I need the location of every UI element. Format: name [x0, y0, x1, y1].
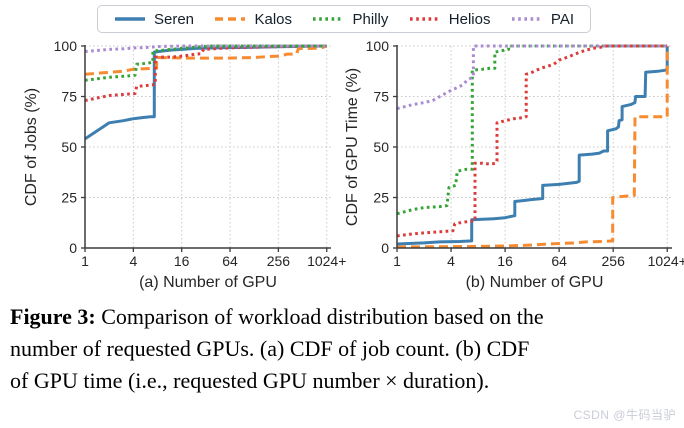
gpu-time-cdf-chart: 1 4 16 64 256 1024+ 0 25 50 75 100 CDF of GPU Time …	[344, 38, 684, 291]
y-tick-label: 25	[61, 190, 77, 206]
series-line-kalos	[396, 46, 669, 249]
y-tick-label: 0	[69, 240, 77, 256]
x-tick-label: 4	[129, 253, 137, 269]
legend-label: Philly	[352, 10, 389, 28]
legend-item-kalos: Kalos	[214, 12, 292, 27]
series-line-kalos	[84, 44, 328, 76]
series-line-helios	[396, 44, 668, 238]
y-tick-label: 75	[373, 89, 389, 105]
y-axis-label: CDF of Jobs (%)	[23, 88, 40, 206]
x-tick-label: 1024+	[307, 253, 346, 269]
legend-item-seren: Seren	[114, 12, 194, 27]
legend-item-pai: PAI	[511, 12, 574, 27]
caption-line-3: of GPU time (i.e., requested GPU number …	[10, 368, 490, 393]
legend-label: Seren	[154, 10, 195, 28]
legend-item-helios: Helios	[409, 10, 491, 28]
legend-label: Helios	[448, 10, 491, 28]
x-tick-label: 1	[81, 253, 89, 269]
x-tick-label: 64	[222, 253, 238, 269]
caption-figure-label: Figure 3:	[10, 304, 96, 329]
y-tick-label: 100	[366, 38, 390, 54]
x-tick-label: 256	[602, 253, 626, 269]
legend-label: Kalos	[254, 10, 293, 28]
figure-caption: Figure 3: Comparison of workload distrib…	[10, 301, 678, 397]
y-tick-label: 0	[381, 240, 389, 256]
y-tick-label: 75	[61, 89, 77, 105]
y-tick-label: 25	[373, 190, 389, 206]
x-axis-label: (b) Number of GPU	[466, 274, 604, 291]
x-tick-label: 16	[174, 253, 190, 269]
series-line-philly	[84, 44, 327, 82]
watermark: CSDN @牛码当驴	[573, 408, 676, 422]
x-tick-label: 4	[447, 253, 455, 269]
caption-line-1: Figure 3: Comparison of workload distrib…	[10, 301, 678, 333]
caption-text: Comparison of workload distribution base…	[95, 304, 544, 329]
x-tick-label: 64	[551, 253, 567, 269]
series-line-pai	[396, 44, 668, 111]
x-tick-label: 256	[267, 253, 291, 269]
legend-label: PAI	[550, 10, 574, 28]
y-tick-label: 100	[54, 38, 78, 54]
legend-item-philly: Philly	[312, 12, 388, 27]
series-line-seren	[396, 46, 669, 246]
kalos-line-swatch-icon	[215, 17, 246, 21]
series-line-seren	[84, 44, 327, 141]
y-tick-label: 50	[61, 139, 77, 155]
x-tick-label: 16	[497, 253, 513, 269]
philly-line-swatch-icon	[313, 17, 344, 21]
x-tick-label: 1024+	[648, 253, 684, 269]
helios-line-swatch-icon	[409, 17, 440, 21]
y-axis-label: CDF of GPU Time (%)	[344, 68, 361, 226]
caption-line-2: number of requested GPUs. (a) CDF of job…	[10, 336, 530, 361]
y-tick-label: 50	[373, 139, 389, 155]
pai-line-swatch-icon	[511, 17, 542, 21]
chart-legend: Seren Kalos Philly Helios PAI	[97, 5, 591, 33]
jobs-cdf-chart: 1 4 16 64 256 1024+ 0 25 50 75 100 CDF of Jobs (%) (…	[23, 38, 346, 291]
x-tick-label: 1	[393, 253, 401, 269]
seren-line-swatch-icon	[115, 17, 145, 21]
series-line-pai	[84, 44, 327, 53]
x-axis-label: (a) Number of GPU	[139, 274, 277, 291]
series-line-philly	[396, 44, 668, 216]
